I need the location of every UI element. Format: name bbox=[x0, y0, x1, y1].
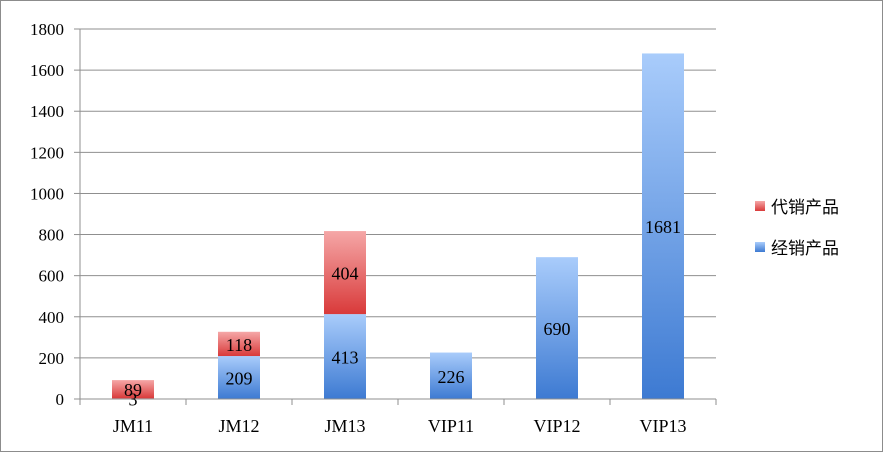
bar-VIP12-经销产品 bbox=[536, 257, 578, 399]
data-label: 404 bbox=[332, 264, 359, 284]
data-label: 89 bbox=[124, 380, 142, 400]
y-tick-label: 600 bbox=[39, 267, 65, 286]
y-tick-label: 0 bbox=[56, 390, 65, 409]
y-tick-label: 1800 bbox=[30, 20, 64, 39]
bar-JM12-经销产品 bbox=[218, 356, 260, 399]
bar-VIP13-经销产品 bbox=[642, 53, 684, 399]
y-tick-label: 200 bbox=[39, 349, 65, 368]
y-axis: 0 200 400 600 800 1000 1200 1400 1600 1800 bbox=[30, 20, 81, 409]
y-tick-label: 1600 bbox=[30, 61, 64, 80]
bar-JM11-代销产品 bbox=[112, 380, 154, 399]
legend-label: 代销产品 bbox=[771, 198, 839, 218]
data-label: 1681 bbox=[645, 217, 681, 237]
x-tick-label: VIP12 bbox=[533, 416, 580, 436]
legend-label: 经销产品 bbox=[771, 239, 839, 259]
x-tick-label: VIP13 bbox=[639, 416, 686, 436]
data-label: 226 bbox=[438, 367, 465, 387]
data-label: 209 bbox=[226, 369, 253, 389]
legend-swatch bbox=[755, 242, 765, 252]
y-tick-label: 400 bbox=[39, 308, 65, 327]
y-tick-label: 1200 bbox=[30, 143, 64, 162]
x-tick-label: JM13 bbox=[324, 416, 365, 436]
data-label: 690 bbox=[544, 319, 571, 339]
y-tick-label: 1400 bbox=[30, 102, 64, 121]
legend-swatch bbox=[755, 201, 765, 211]
y-tick-label: 1000 bbox=[30, 184, 64, 203]
data-label: 118 bbox=[226, 335, 252, 355]
x-tick-label: VIP11 bbox=[428, 416, 474, 436]
bar-JM13-经销产品 bbox=[324, 314, 366, 399]
bar-JM13-代销产品 bbox=[324, 231, 366, 315]
y-tick-label: 800 bbox=[39, 226, 65, 245]
x-tick-label: JM11 bbox=[113, 416, 153, 436]
x-tick-label: JM12 bbox=[218, 416, 259, 436]
bars bbox=[112, 53, 684, 399]
data-labels: 389 209 118 413 404 226 690 1681 bbox=[124, 217, 681, 409]
x-axis: JM11 JM12 JM13 VIP11 VIP12 VIP13 bbox=[79, 398, 717, 436]
data-label: 413 bbox=[332, 348, 359, 368]
bar-JM12-代销产品 bbox=[218, 331, 260, 357]
gridlines bbox=[80, 28, 716, 400]
data-label: 3 bbox=[129, 390, 138, 410]
bar-VIP11-经销产品 bbox=[430, 352, 472, 399]
